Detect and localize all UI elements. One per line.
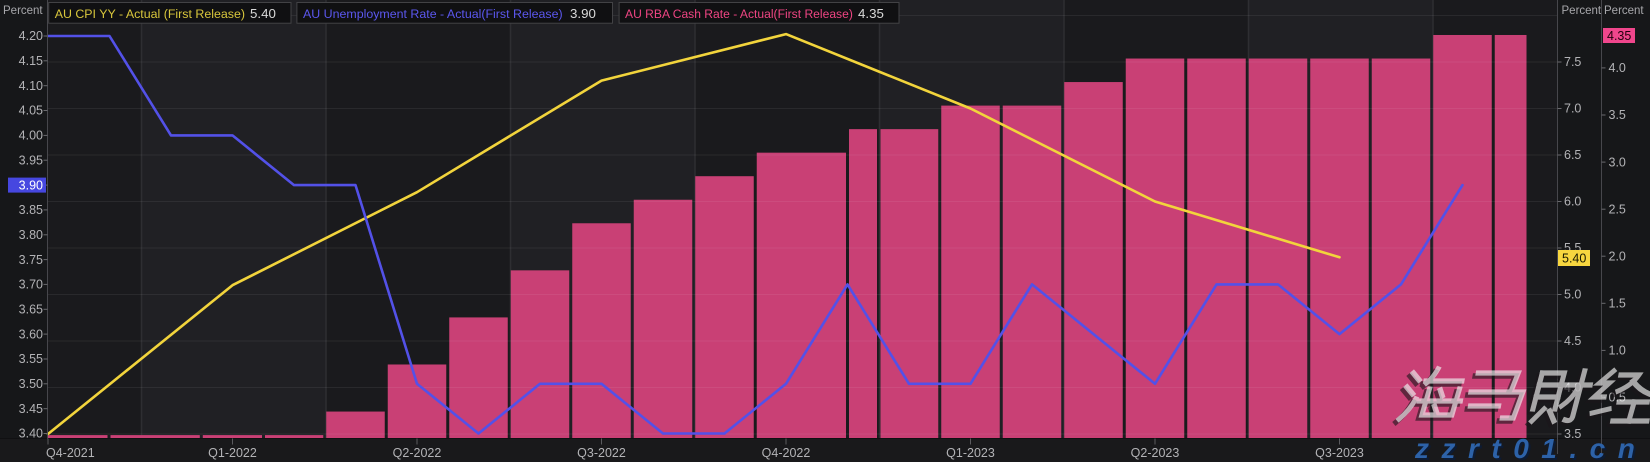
- svg-text:4.15: 4.15: [19, 54, 43, 68]
- svg-text:3.95: 3.95: [19, 153, 43, 167]
- svg-text:2.0: 2.0: [1609, 249, 1626, 263]
- svg-text:zzrt01.cn: zzrt01.cn: [1414, 433, 1647, 462]
- svg-text:3.90: 3.90: [19, 178, 43, 192]
- svg-text:4.35: 4.35: [1607, 29, 1631, 43]
- svg-text:Q2-2023: Q2-2023: [1131, 446, 1180, 460]
- svg-text:Percent: Percent: [1562, 5, 1602, 17]
- svg-text:7.0: 7.0: [1564, 102, 1581, 116]
- svg-text:AU RBA Cash Rate - Actual(Firs: AU RBA Cash Rate - Actual(First Release): [625, 7, 853, 21]
- svg-text:3.45: 3.45: [19, 402, 43, 416]
- svg-text:3.85: 3.85: [19, 203, 43, 217]
- svg-text:2.5: 2.5: [1609, 202, 1626, 216]
- svg-text:7.5: 7.5: [1564, 55, 1581, 69]
- svg-text:6.0: 6.0: [1564, 195, 1581, 209]
- svg-text:4.5: 4.5: [1564, 334, 1581, 348]
- svg-text:1.0: 1.0: [1609, 344, 1626, 358]
- svg-text:Q1-2023: Q1-2023: [946, 446, 995, 460]
- svg-text:4.35: 4.35: [858, 6, 884, 21]
- svg-text:3.5: 3.5: [1609, 108, 1626, 122]
- svg-text:3.80: 3.80: [19, 228, 43, 242]
- svg-text:3.40: 3.40: [19, 427, 43, 441]
- svg-text:Q2-2022: Q2-2022: [393, 446, 442, 460]
- svg-text:6.5: 6.5: [1564, 148, 1581, 162]
- svg-text:3.5: 3.5: [1564, 427, 1581, 441]
- svg-text:Percent: Percent: [3, 5, 43, 17]
- svg-text:Q4-2022: Q4-2022: [762, 446, 811, 460]
- svg-text:3.65: 3.65: [19, 303, 43, 317]
- svg-text:AU Unemployment Rate - Actual(: AU Unemployment Rate - Actual(First Rele…: [303, 7, 563, 21]
- svg-text:5.0: 5.0: [1564, 288, 1581, 302]
- svg-text:5.40: 5.40: [250, 6, 276, 21]
- svg-text:3.70: 3.70: [19, 278, 43, 292]
- svg-text:Percent: Percent: [1604, 5, 1644, 17]
- svg-text:4.20: 4.20: [19, 29, 43, 43]
- svg-text:4.05: 4.05: [19, 104, 43, 118]
- svg-text:3.90: 3.90: [570, 6, 596, 21]
- svg-text:4.10: 4.10: [19, 79, 43, 93]
- svg-text:1.5: 1.5: [1609, 297, 1626, 311]
- svg-text:5.40: 5.40: [1562, 252, 1586, 266]
- svg-text:3.0: 3.0: [1609, 155, 1626, 169]
- svg-text:Q3-2023: Q3-2023: [1315, 446, 1364, 460]
- svg-text:Q1-2022: Q1-2022: [208, 446, 257, 460]
- svg-text:3.55: 3.55: [19, 352, 43, 366]
- svg-text:4.0: 4.0: [1609, 61, 1626, 75]
- svg-text:4.00: 4.00: [19, 129, 43, 143]
- svg-text:3.75: 3.75: [19, 253, 43, 267]
- svg-text:3.60: 3.60: [19, 327, 43, 341]
- svg-text:Q4-2021: Q4-2021: [46, 446, 95, 460]
- svg-text:3.50: 3.50: [19, 377, 43, 391]
- svg-text:Q3-2022: Q3-2022: [577, 446, 626, 460]
- svg-text:zzrt01.cn: zzrt01.cn: [1416, 435, 1649, 462]
- svg-text:AU CPI YY - Actual (First Rele: AU CPI YY - Actual (First Release): [55, 7, 245, 21]
